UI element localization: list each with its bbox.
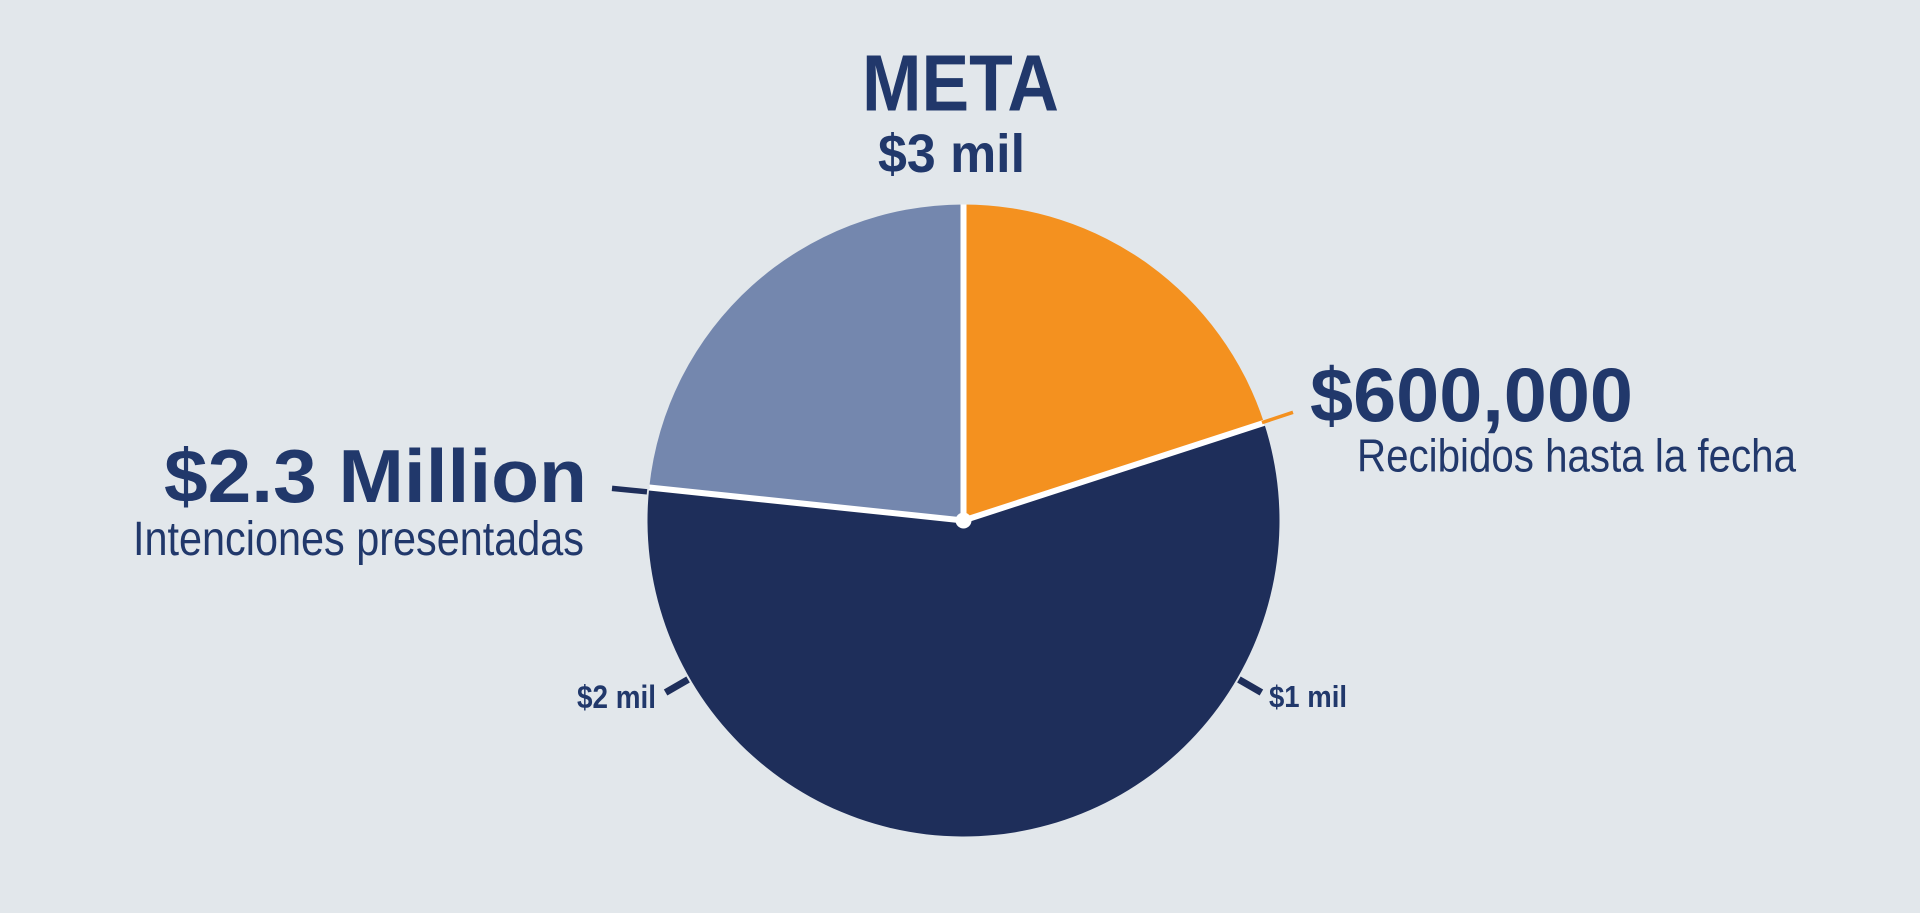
svg-text:META: META xyxy=(862,39,1059,128)
svg-text:$2 mil: $2 mil xyxy=(577,679,656,715)
svg-text:$1 mil: $1 mil xyxy=(1269,679,1347,714)
svg-text:$600,000: $600,000 xyxy=(1310,354,1633,439)
svg-text:Recibidos hasta la fecha: Recibidos hasta la fecha xyxy=(1357,430,1796,482)
svg-text:$3 mil: $3 mil xyxy=(878,125,1025,184)
svg-text:Intenciones presentadas: Intenciones presentadas xyxy=(133,513,584,566)
svg-text:$2.3 Million: $2.3 Million xyxy=(164,434,587,518)
